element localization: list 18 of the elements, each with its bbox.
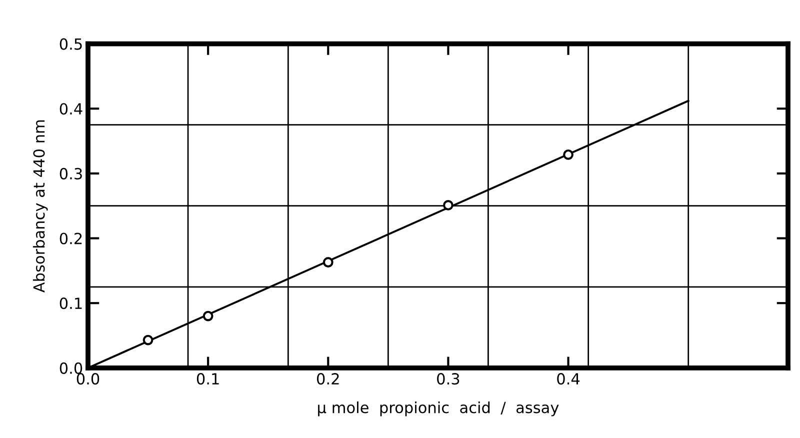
- point: [442, 200, 454, 210]
- y-tick-label: 0.5: [60, 38, 82, 50]
- x-tick-label: 0.3: [437, 373, 460, 385]
- point: [563, 149, 574, 160]
- x-axis-title: μ mole propionic acid / assay: [318, 401, 559, 416]
- x-tick-label: 0.2: [316, 373, 339, 385]
- x-tick-label: 0.0: [76, 373, 100, 385]
- point: [202, 310, 214, 322]
- y-tick-label: 0.4: [60, 103, 82, 115]
- point: [322, 257, 334, 268]
- y-tick-label: 0.2: [60, 232, 82, 244]
- y-tick-label: 0.3: [60, 168, 82, 180]
- y-axis-title: Absorbancy at 440 nm: [32, 120, 48, 293]
- point: [142, 334, 154, 346]
- x-tick-label: 0.4: [557, 373, 580, 385]
- x-tick-label: 0.1: [196, 373, 219, 385]
- y-tick-label: 0.0: [60, 362, 82, 374]
- y-tick-label: 0.1: [60, 298, 82, 310]
